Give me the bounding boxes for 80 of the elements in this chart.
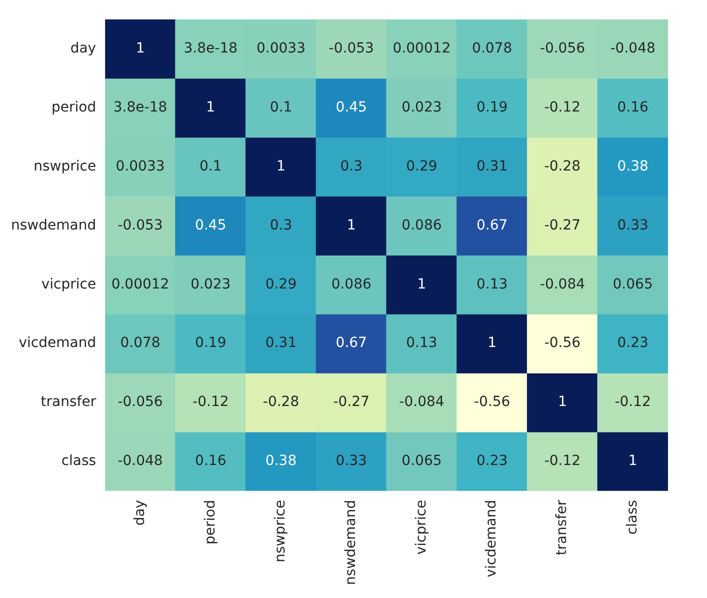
x-tick-label: vicdemand xyxy=(484,500,500,578)
data-label: 0.67 xyxy=(476,217,508,234)
data-label: 0.16 xyxy=(195,453,226,470)
data-label: 0.38 xyxy=(265,453,297,470)
x-tick-label: transfer xyxy=(554,500,570,556)
y-tick-label: day xyxy=(70,40,96,57)
data-label: 0.19 xyxy=(195,335,226,352)
data-label: 0.13 xyxy=(476,276,508,292)
data-label: -0.27 xyxy=(333,394,370,410)
data-label: 0.065 xyxy=(612,276,653,292)
data-label: 0.0033 xyxy=(116,158,165,174)
data-label: 0.19 xyxy=(476,99,508,116)
data-label: 0.29 xyxy=(406,158,438,174)
data-label: -0.27 xyxy=(544,217,581,234)
data-label: 0.023 xyxy=(190,276,231,292)
data-label: -0.048 xyxy=(610,40,656,57)
data-label: 0.3 xyxy=(340,158,362,174)
data-label: 0.13 xyxy=(406,335,438,352)
y-tick-label: nswdemand xyxy=(11,217,96,234)
data-label: -0.56 xyxy=(544,335,581,352)
data-label: 1 xyxy=(136,40,145,57)
data-label: -0.048 xyxy=(118,453,163,470)
data-label: 1 xyxy=(417,276,426,292)
y-tick-label: vicprice xyxy=(41,276,96,292)
x-tick-label: period xyxy=(202,500,218,545)
data-label: -0.053 xyxy=(328,40,374,57)
data-label: 0.33 xyxy=(617,217,648,234)
y-tick-label: period xyxy=(51,99,96,116)
data-label: -0.28 xyxy=(262,394,300,410)
data-label: -0.12 xyxy=(192,394,229,410)
data-label: 0.45 xyxy=(336,99,367,116)
data-label: 0.078 xyxy=(120,335,160,352)
data-label: 0.078 xyxy=(472,40,512,57)
data-label: -0.056 xyxy=(118,394,163,410)
data-label: 0.3 xyxy=(270,217,292,234)
data-label: 1 xyxy=(276,158,286,174)
x-tick-label: nswprice xyxy=(272,500,289,562)
data-label: 0.0033 xyxy=(256,40,306,57)
data-label: 3.8e-18 xyxy=(184,40,238,57)
x-tick-label: day xyxy=(132,500,148,526)
data-label: -0.084 xyxy=(540,276,586,292)
data-label: -0.12 xyxy=(544,453,581,470)
data-label: 0.00012 xyxy=(111,276,170,292)
data-label: 0.086 xyxy=(331,276,372,292)
data-label: 0.23 xyxy=(476,453,508,470)
data-label: 1 xyxy=(488,335,497,352)
data-label: 0.1 xyxy=(270,99,292,116)
data-label: 0.00012 xyxy=(392,40,451,57)
data-label: 0.29 xyxy=(265,276,297,292)
data-label: 0.023 xyxy=(402,99,442,116)
x-tick-label: vicprice xyxy=(413,500,430,555)
data-label: 0.23 xyxy=(617,335,648,352)
data-label: 0.065 xyxy=(402,453,442,470)
data-label: 1 xyxy=(558,394,567,410)
data-label: 0.16 xyxy=(617,99,648,116)
data-label: -0.056 xyxy=(540,40,586,57)
y-tick-label: vicdemand xyxy=(18,335,96,352)
y-tick-label: transfer xyxy=(40,394,96,410)
data-label: 0.67 xyxy=(336,335,367,352)
data-label: -0.084 xyxy=(399,394,444,410)
data-label: 0.38 xyxy=(617,158,648,174)
data-label: 1 xyxy=(206,99,216,116)
data-label: -0.12 xyxy=(614,394,651,410)
data-label: 1 xyxy=(346,217,356,234)
data-label: 0.086 xyxy=(402,217,442,234)
data-label: -0.053 xyxy=(118,217,163,234)
x-tick-label: nswdemand xyxy=(343,500,360,585)
data-label: 0.1 xyxy=(200,158,222,174)
data-label: 0.31 xyxy=(265,335,297,352)
data-label: -0.12 xyxy=(544,99,581,116)
data-label: -0.56 xyxy=(474,394,510,410)
data-label: 0.31 xyxy=(476,158,508,174)
data-label: 0.33 xyxy=(336,453,367,470)
data-label: 0.45 xyxy=(195,217,226,234)
y-tick-label: nswprice xyxy=(34,158,96,174)
x-tick-label: class xyxy=(624,500,640,535)
data-label: 1 xyxy=(628,453,638,470)
data-label: -0.28 xyxy=(544,158,581,174)
y-tick-label: class xyxy=(61,453,96,470)
data-label: 3.8e-18 xyxy=(113,99,168,116)
